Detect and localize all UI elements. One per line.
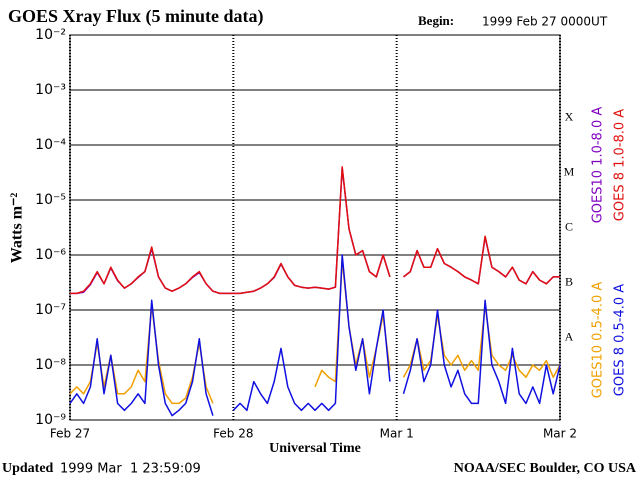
x-tick-label: Mar 2 [543,427,577,441]
y-tick-label: 10⁻⁵ [35,192,66,208]
y-tick-label: 10⁻⁴ [35,137,66,153]
x-tick-label: Feb 27 [50,427,90,441]
flare-class-label: B [565,274,573,288]
y-tick-label: 10⁻⁶ [35,247,66,263]
updated-label: Updated [2,461,54,476]
y-axis-label: Watts m⁻² [9,193,26,264]
legend-entry: GOES10 1.0-8.0 A [591,107,606,224]
updated-time: 1999 Mar 1 23:59:09 [60,462,201,477]
series-line [70,166,560,295]
credit: NOAA/SEC Boulder, CO USA [454,461,637,476]
series-line [70,167,560,295]
y-tick-label: 10⁻⁹ [35,412,66,428]
series-line [69,254,561,417]
y-tick-label: 10⁻⁷ [35,302,66,318]
y-tick-label: 10⁻² [35,27,66,43]
flare-class-label: C [565,219,573,233]
flare-class-label: M [564,164,575,178]
x-tick-label: Feb 28 [213,427,253,441]
begin-time: 1999 Feb 27 0000UT [482,15,608,29]
x-axis-label: Universal Time [269,441,361,456]
legend-entry: GOES10 0.5-4.0 A [591,282,606,399]
begin-label: Begin: [418,13,454,28]
flare-class-label: A [565,329,574,343]
y-tick-label: 10⁻⁸ [35,357,66,373]
chart-title: GOES Xray Flux (5 minute data) [8,6,264,27]
flare-class-label: X [565,109,574,123]
plot-frame [69,34,561,421]
legend-entry: GOES 8 0.5-4.0 A [613,284,628,396]
legend-entry: GOES 8 1.0-8.0 A [613,109,628,221]
y-tick-label: 10⁻³ [35,82,66,98]
series-line [69,259,561,405]
x-tick-label: Mar 1 [380,427,414,441]
